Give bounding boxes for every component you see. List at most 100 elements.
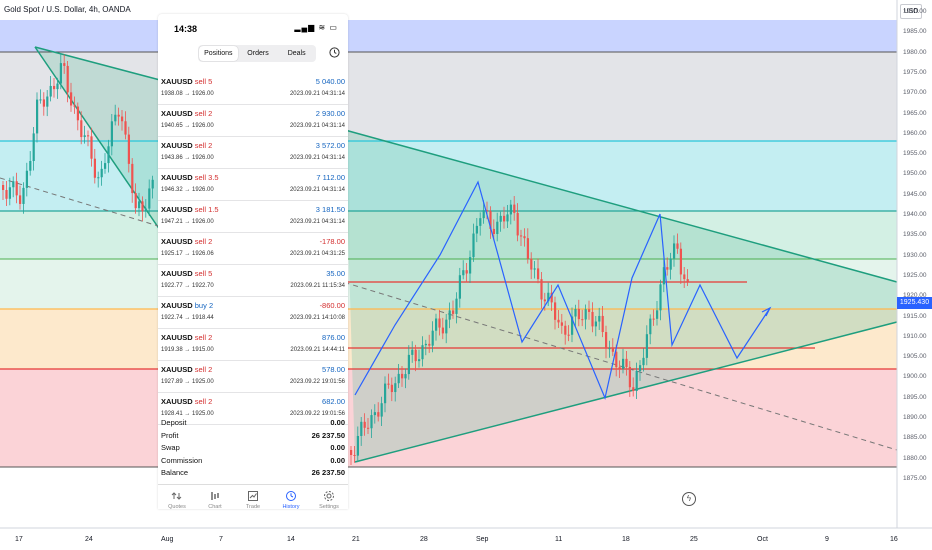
candle-body xyxy=(63,63,66,66)
summary-value: 0.00 xyxy=(330,455,345,465)
deal-time: 2023.09.22 19:01:56 xyxy=(289,379,345,385)
price-axis[interactable] xyxy=(897,0,932,528)
account-summary: Deposit 0.00 Profit 26 237.50 Swap 0.00 Commis… xyxy=(158,418,348,481)
candle-body xyxy=(567,334,570,336)
candle-body xyxy=(469,257,472,274)
deal-side: sell 3.5 xyxy=(194,173,219,182)
candle-body xyxy=(628,366,631,388)
clock-icon[interactable] xyxy=(329,47,340,58)
deal-row[interactable]: XAUUSD sell 5 1938.08 → 1926.00 5 040.00 20… xyxy=(158,73,348,105)
trendline-upper xyxy=(344,129,898,283)
candle-body xyxy=(356,435,359,456)
deal-row[interactable]: XAUUSD sell 2 1927.89 → 1925.00 578.00 2023… xyxy=(158,361,348,393)
candle-body xyxy=(520,235,523,237)
deal-profit: 7 112.00 xyxy=(316,173,345,182)
deal-side: sell 1.5 xyxy=(194,205,219,214)
bottom-tab-history[interactable]: History xyxy=(272,485,310,509)
candle-body xyxy=(537,268,540,280)
candle-body xyxy=(683,274,686,280)
candle-body xyxy=(56,83,59,90)
price-tick: 1920.00 xyxy=(903,292,927,300)
candle-body xyxy=(635,370,638,391)
candle-body xyxy=(12,181,15,188)
deal-symbol-text: XAUUSD xyxy=(161,141,193,150)
candle-body xyxy=(588,309,591,312)
deal-symbol: XAUUSD sell 2 xyxy=(161,109,212,118)
candle-body xyxy=(76,106,79,121)
candle-body xyxy=(418,359,421,362)
candle-body xyxy=(131,163,134,194)
candle-body xyxy=(543,299,546,302)
summary-row: Swap 0.00 xyxy=(158,443,348,456)
price-tick: 1930.00 xyxy=(903,251,927,259)
candle-body xyxy=(428,343,431,346)
deal-row[interactable]: XAUUSD sell 3.5 1946.32 → 1926.00 7 112.00… xyxy=(158,169,348,201)
quotes-icon xyxy=(171,492,182,500)
bottom-tab-label: Trade xyxy=(245,504,261,509)
candle-body xyxy=(686,279,689,282)
deal-time: 2023.09.21 04:31:14 xyxy=(289,91,345,97)
candle-body xyxy=(584,309,587,320)
deal-profit: 35.00 xyxy=(326,269,345,278)
bottom-tab-quotes[interactable]: Quotes xyxy=(158,485,196,509)
deal-symbol-text: XAUUSD xyxy=(161,333,193,342)
deal-row[interactable]: XAUUSD sell 2 1928.41 → 1925.00 682.00 2023… xyxy=(158,393,348,425)
summary-label: Commission xyxy=(161,455,203,465)
deal-row[interactable]: XAUUSD sell 5 1922.77 → 1922.70 35.00 2023.… xyxy=(158,265,348,297)
deal-symbol-text: XAUUSD xyxy=(161,397,193,406)
deal-list: XAUUSD sell 5 1938.08 → 1926.00 5 040.00 20… xyxy=(158,73,348,425)
deal-time: 2023.09.21 04:31:25 xyxy=(289,251,345,257)
bottom-tab-trade[interactable]: Trade xyxy=(234,485,272,509)
candle-body xyxy=(591,311,594,327)
candle-body xyxy=(666,267,669,270)
deal-profit: 578.00 xyxy=(322,365,345,374)
candle-body xyxy=(117,114,120,117)
deal-row[interactable]: XAUUSD sell 1.5 1947.21 → 1926.00 3 181.50… xyxy=(158,201,348,233)
lightning-icon[interactable]: ϟ xyxy=(682,492,696,506)
deal-row[interactable]: XAUUSD sell 2 1940.65 → 1926.00 2 930.00 20… xyxy=(158,105,348,137)
deal-side: sell 2 xyxy=(194,365,213,374)
candle-body xyxy=(615,351,618,368)
tab-orders[interactable]: Orders xyxy=(247,50,269,57)
deal-row[interactable]: XAUUSD sell 2 1919.38 → 1915.00 876.00 2023… xyxy=(158,329,348,361)
candle-body xyxy=(669,258,672,270)
tab-deals[interactable]: Deals xyxy=(287,50,306,57)
price-tick: 1905.00 xyxy=(903,353,927,361)
deal-prices: 1946.32 → 1926.00 xyxy=(161,187,214,193)
candle-body xyxy=(445,319,448,334)
candle-body xyxy=(353,455,356,456)
time-tick: 25 xyxy=(690,536,698,543)
candle-body xyxy=(370,415,373,429)
price-tick: 1950.00 xyxy=(903,170,927,178)
price-tick: 1895.00 xyxy=(903,393,927,401)
deal-row[interactable]: XAUUSD sell 2 1943.86 → 1926.00 3 572.00 20… xyxy=(158,137,348,169)
candle-body xyxy=(652,318,655,320)
price-tick: 1915.00 xyxy=(903,312,927,320)
candle-body xyxy=(499,215,502,222)
candle-body xyxy=(492,228,495,235)
time-axis[interactable] xyxy=(0,528,932,550)
status-time: 14:38 xyxy=(174,24,198,34)
candle-body xyxy=(414,349,417,362)
deal-symbol-text: XAUUSD xyxy=(161,237,193,246)
price-tick: 1900.00 xyxy=(903,373,927,381)
deal-profit: 5 040.00 xyxy=(315,77,345,86)
currency-button[interactable]: USD xyxy=(900,4,922,19)
candle-body xyxy=(448,310,451,320)
deal-row[interactable]: XAUUSD sell 2 1925.17 → 1926.06 -178.00 202… xyxy=(158,233,348,265)
tab-positions[interactable]: Positions xyxy=(199,46,238,61)
deal-side: sell 5 xyxy=(194,77,213,86)
price-tick: 1940.00 xyxy=(903,211,927,218)
candle-body xyxy=(564,325,567,335)
deal-prices: 1919.38 → 1915.00 xyxy=(161,347,214,353)
deal-symbol-text: XAUUSD xyxy=(161,269,193,278)
deal-row[interactable]: XAUUSD buy 2 1922.74 → 1918.44 -860.00 2023… xyxy=(158,297,348,329)
bottom-tab-settings[interactable]: Settings xyxy=(310,485,348,509)
bottom-tab-chart[interactable]: Chart xyxy=(196,485,234,509)
price-tick: 1875.00 xyxy=(903,474,927,482)
deal-side: buy 2 xyxy=(194,301,214,310)
chart-title: Gold Spot / U.S. Dollar, 4h, OANDA xyxy=(4,5,131,14)
candle-body xyxy=(367,427,370,429)
candle-body xyxy=(594,321,597,327)
